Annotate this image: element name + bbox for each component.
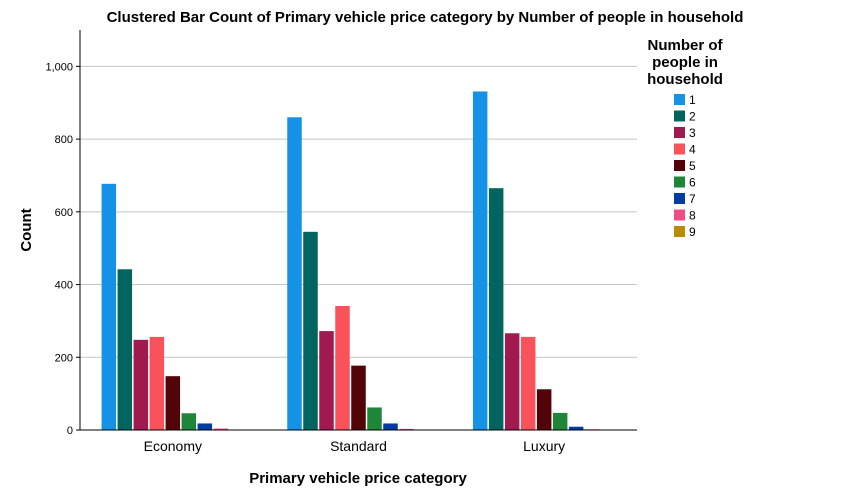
bar-standard-6 — [367, 407, 382, 430]
y-tick-label: 1,000 — [45, 61, 73, 73]
grid-lines — [80, 65, 637, 358]
x-category-label: Luxury — [523, 438, 565, 454]
legend-label: 9 — [689, 225, 696, 239]
bar-economy-2 — [117, 269, 133, 430]
bar-standard-3 — [319, 331, 334, 430]
bar-luxury-3 — [504, 333, 520, 430]
legend-swatch — [674, 160, 685, 171]
y-axis-ticks: 0 200 400 600 800 1,000 — [45, 61, 80, 437]
legend-swatch — [674, 110, 685, 122]
legend-swatch — [674, 94, 685, 105]
y-axis-title: Count — [18, 208, 35, 251]
legend-label: 4 — [689, 143, 696, 157]
bar-luxury-5 — [536, 389, 552, 430]
bar-economy-7 — [197, 423, 213, 430]
bar-economy-4 — [149, 336, 165, 430]
bar-luxury-1 — [472, 91, 488, 431]
bar-standard-7 — [383, 423, 398, 430]
legend-label: 7 — [689, 192, 696, 206]
y-tick-label: 0 — [67, 425, 73, 437]
bar-standard-1 — [287, 117, 302, 430]
legend-label: 5 — [689, 159, 696, 173]
y-tick-label: 200 — [55, 352, 73, 364]
x-category-label: Standard — [330, 438, 387, 454]
legend-label: 3 — [689, 126, 696, 140]
bar-economy-8 — [213, 428, 229, 430]
bar-luxury-6 — [552, 412, 568, 430]
legend-label: 1 — [689, 93, 696, 107]
y-tick-label: 600 — [55, 207, 73, 219]
bars — [101, 91, 616, 431]
legend-label: 6 — [689, 176, 696, 190]
bar-standard-2 — [303, 231, 318, 430]
x-axis-title: Primary vehicle price category — [249, 470, 467, 487]
x-axis-categories: Economy Standard Luxury — [144, 438, 566, 454]
legend-label: 2 — [689, 110, 696, 124]
bar-luxury-7 — [568, 426, 584, 430]
bar-standard-8 — [399, 428, 414, 430]
legend-swatch — [674, 143, 685, 155]
legend-swatch — [674, 209, 685, 221]
legend-label: 8 — [689, 209, 696, 223]
legend-swatch — [674, 127, 685, 138]
legend-title: Number of people in household — [647, 37, 723, 88]
legend-swatch — [674, 193, 685, 204]
bar-standard-5 — [351, 365, 366, 430]
bar-economy-3 — [133, 339, 149, 430]
x-category-label: Economy — [144, 438, 202, 454]
chart-title: Clustered Bar Count of Primary vehicle p… — [107, 9, 744, 26]
bar-luxury-2 — [488, 188, 504, 430]
bar-economy-6 — [181, 413, 197, 430]
legend-swatch — [674, 226, 685, 237]
bar-luxury-4 — [520, 336, 536, 430]
bar-economy-5 — [165, 376, 181, 430]
bar-standard-4 — [335, 306, 350, 430]
legend: 1 2 3 4 5 6 7 8 9 — [674, 93, 696, 239]
y-tick-label: 400 — [55, 280, 73, 292]
bar-economy-1 — [101, 183, 117, 430]
y-tick-label: 800 — [55, 134, 73, 146]
legend-swatch — [674, 176, 685, 188]
